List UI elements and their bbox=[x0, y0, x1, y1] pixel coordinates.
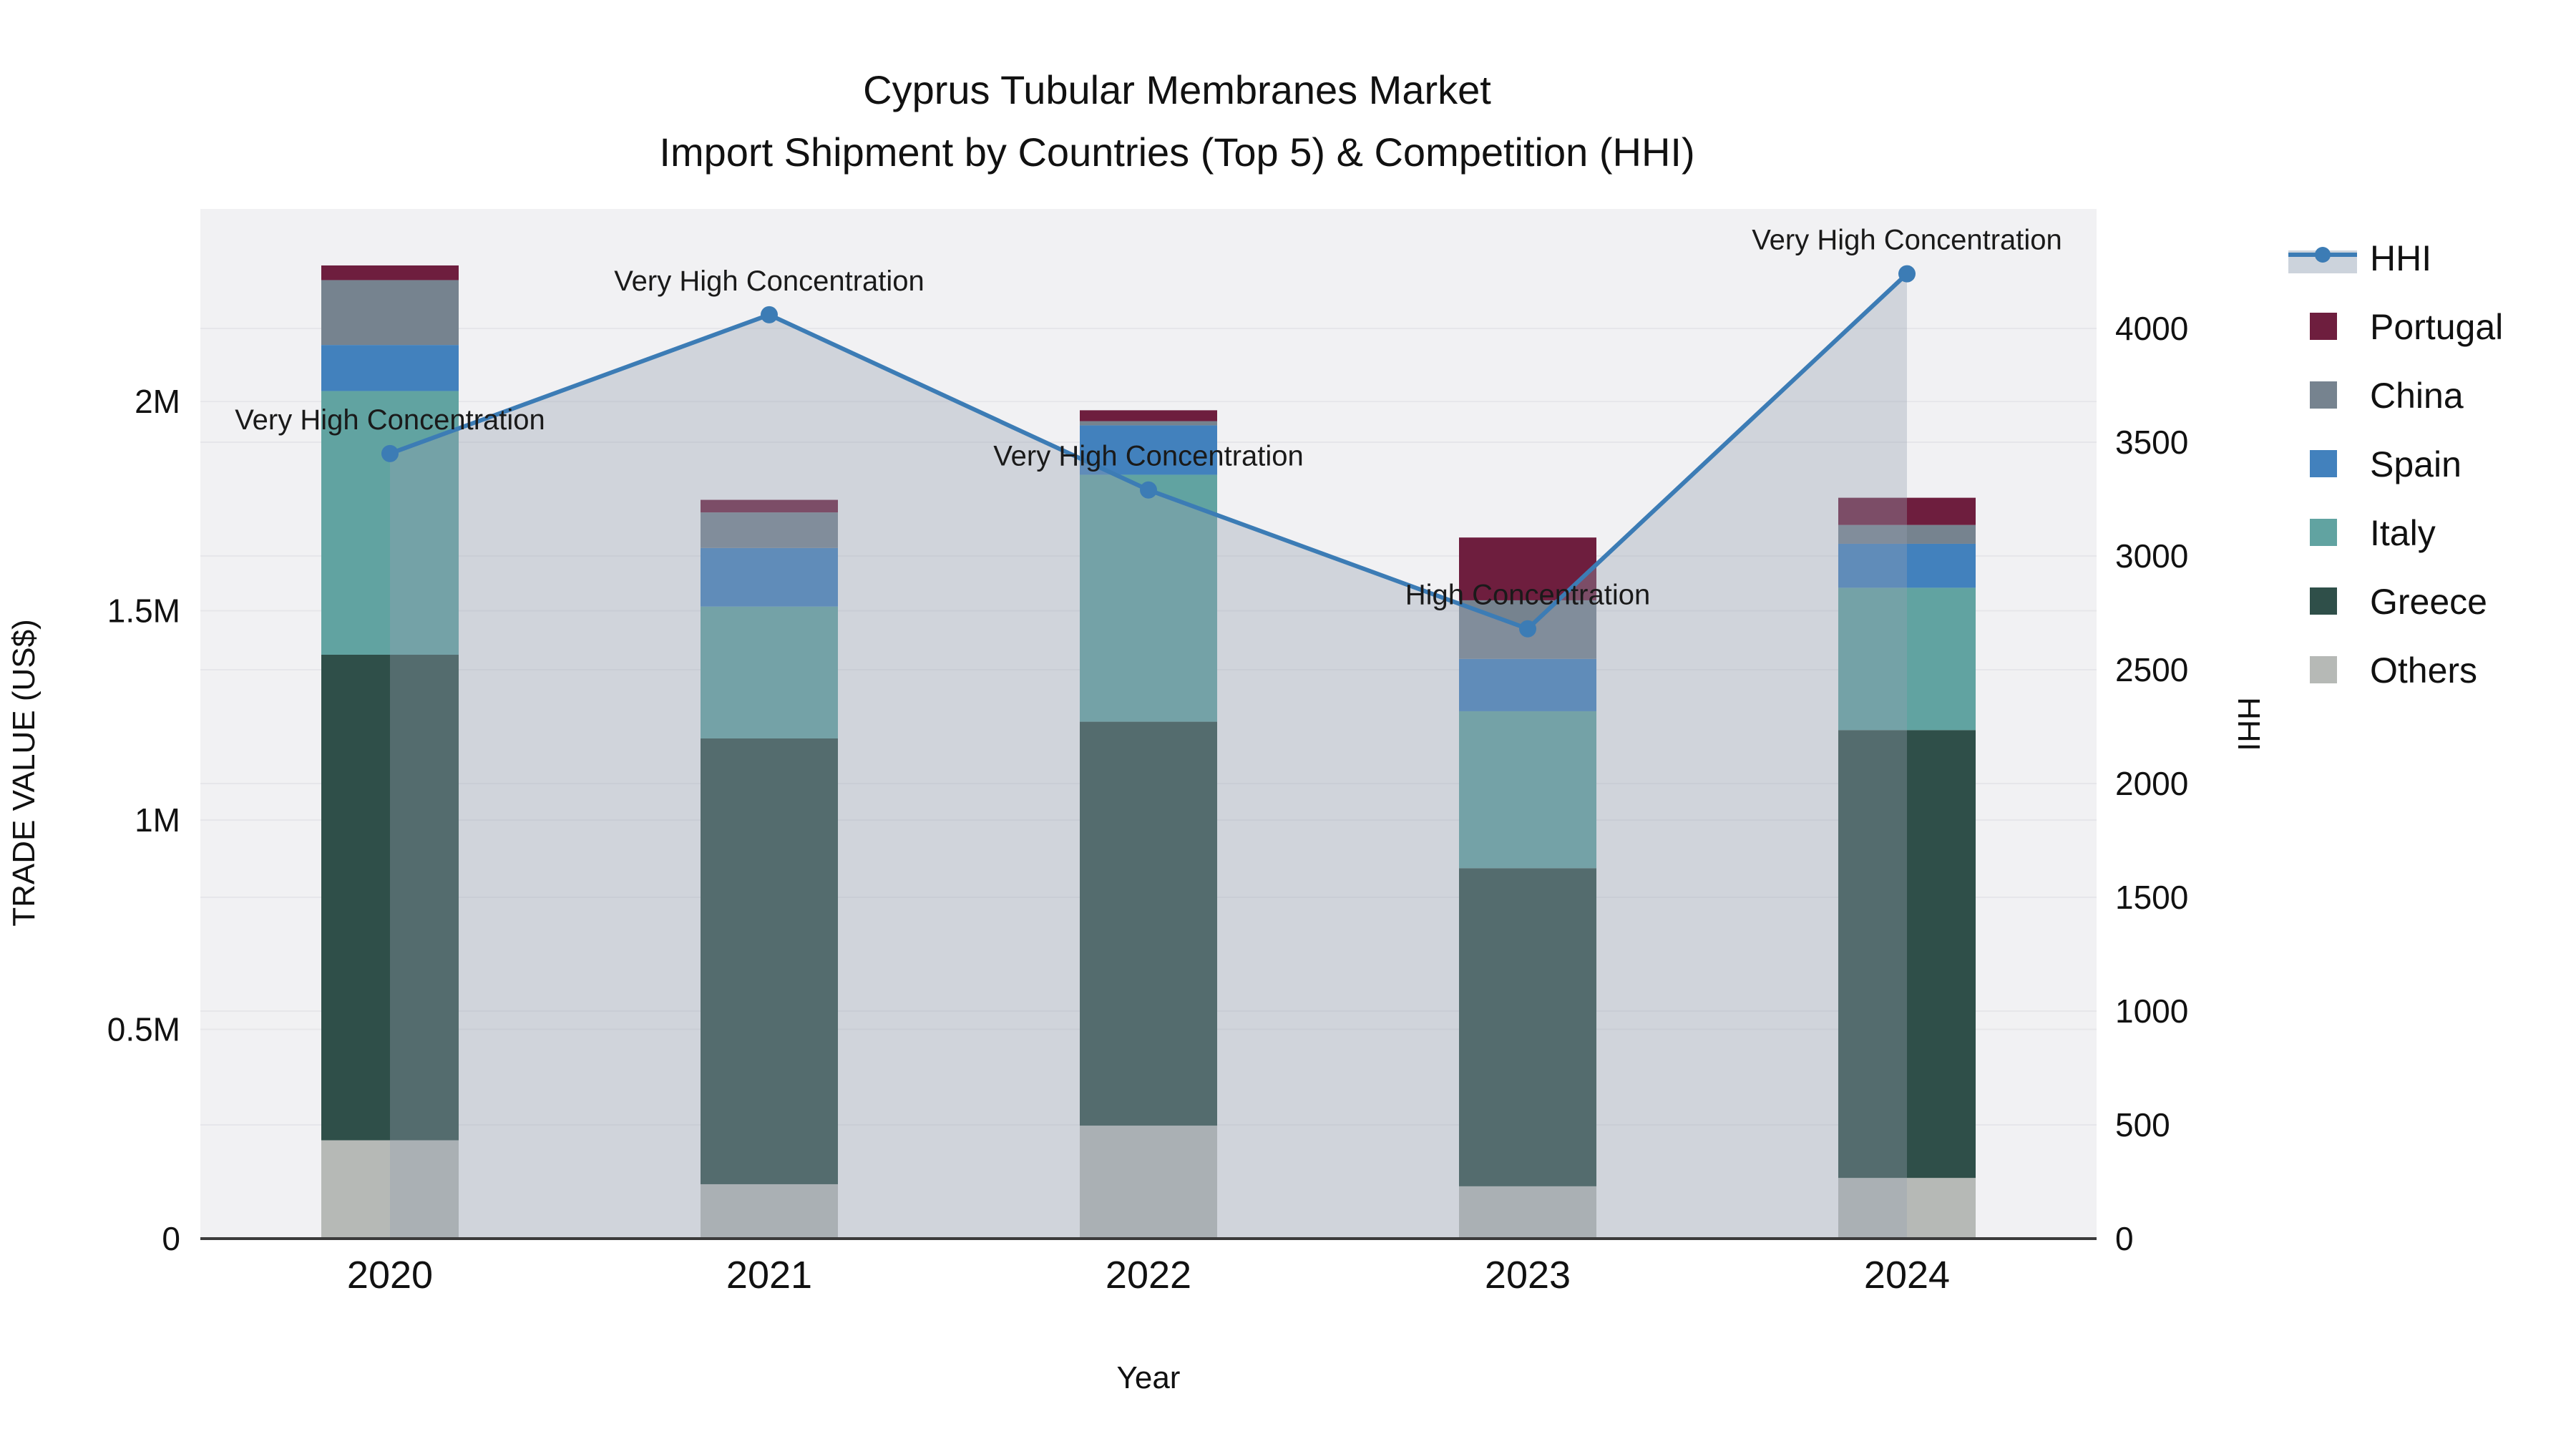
x-tick-2024: 2024 bbox=[1864, 1254, 1950, 1297]
annotation-2020: Very High Concentration bbox=[235, 404, 545, 436]
legend-swatch-greece bbox=[2310, 587, 2337, 615]
y-right-tick-2000: 2000 bbox=[2115, 765, 2188, 802]
y-left-tick-0.5M: 0.5M bbox=[107, 1011, 180, 1048]
legend-swatch-others bbox=[2310, 656, 2337, 683]
y-left-tick-0: 0 bbox=[162, 1220, 180, 1257]
bar-segment-china-2022[interactable] bbox=[1080, 421, 1217, 426]
annotation-2021: Very High Concentration bbox=[614, 265, 924, 297]
bar-segment-others-2021[interactable] bbox=[701, 1184, 838, 1239]
y-right-axis-title: HHI bbox=[2231, 697, 2266, 751]
bar-segment-others-2024[interactable] bbox=[1838, 1178, 1976, 1239]
legend-item-spain[interactable]: Spain bbox=[2310, 444, 2462, 484]
bar-segment-spain-2020[interactable] bbox=[321, 345, 459, 391]
legend-item-china[interactable]: China bbox=[2310, 376, 2464, 416]
bar-segment-others-2023[interactable] bbox=[1459, 1186, 1596, 1239]
annotation-2022: Very High Concentration bbox=[993, 441, 1304, 472]
bar-segment-portugal-2023[interactable] bbox=[1459, 537, 1596, 600]
bar-segment-spain-2024[interactable] bbox=[1838, 543, 1976, 588]
bar-segment-portugal-2021[interactable] bbox=[701, 499, 838, 513]
y-left-tick-2M: 2M bbox=[135, 383, 180, 420]
hhi-marker-2023[interactable] bbox=[1519, 620, 1536, 638]
y-right-tick-3500: 3500 bbox=[2115, 424, 2188, 461]
bar-segment-spain-2023[interactable] bbox=[1459, 658, 1596, 711]
legend-hhi-marker-sample bbox=[2315, 247, 2331, 263]
legend-label-others: Others bbox=[2370, 650, 2477, 691]
bar-segment-italy-2024[interactable] bbox=[1838, 587, 1976, 731]
bar-segment-greece-2023[interactable] bbox=[1459, 868, 1596, 1186]
bar-segment-portugal-2022[interactable] bbox=[1080, 410, 1217, 421]
hhi-marker-2021[interactable] bbox=[761, 306, 778, 323]
bar-segment-others-2022[interactable] bbox=[1080, 1126, 1217, 1239]
legend-label-greece: Greece bbox=[2370, 582, 2487, 622]
chart-title-line2: Import Shipment by Countries (Top 5) & C… bbox=[659, 130, 1694, 175]
bar-segment-italy-2023[interactable] bbox=[1459, 711, 1596, 869]
legend-label-spain: Spain bbox=[2370, 444, 2462, 484]
legend-swatch-china bbox=[2310, 381, 2337, 409]
legend-swatch-italy bbox=[2310, 519, 2337, 546]
bar-segment-china-2024[interactable] bbox=[1838, 525, 1976, 544]
y-left-tick-1.5M: 1.5M bbox=[107, 592, 180, 630]
bar-segment-spain-2021[interactable] bbox=[701, 547, 838, 607]
y-right-tick-2500: 2500 bbox=[2115, 651, 2188, 688]
bar-segment-greece-2020[interactable] bbox=[321, 654, 459, 1141]
legend-item-portugal[interactable]: Portugal bbox=[2310, 307, 2503, 347]
annotation-2024: Very High Concentration bbox=[1752, 225, 2062, 256]
y-left-tick-1M: 1M bbox=[135, 801, 180, 839]
bar-segment-china-2020[interactable] bbox=[321, 280, 459, 346]
y-right-tick-4000: 4000 bbox=[2115, 310, 2188, 347]
hhi-marker-2024[interactable] bbox=[1898, 265, 1916, 283]
x-axis-title: Year bbox=[1117, 1360, 1181, 1395]
legend-item-others[interactable]: Others bbox=[2310, 650, 2477, 691]
y-right-tick-500: 500 bbox=[2115, 1106, 2170, 1143]
legend-label-china: China bbox=[2370, 376, 2464, 416]
hhi-marker-2022[interactable] bbox=[1140, 481, 1157, 499]
bar-segment-china-2021[interactable] bbox=[701, 512, 838, 548]
legend-label-italy: Italy bbox=[2370, 513, 2436, 553]
bar-segment-italy-2022[interactable] bbox=[1080, 474, 1217, 722]
bar-segment-greece-2021[interactable] bbox=[701, 738, 838, 1184]
legend-item-italy[interactable]: Italy bbox=[2310, 513, 2436, 553]
hhi-area-fill bbox=[390, 273, 1907, 1239]
x-tick-2021: 2021 bbox=[726, 1254, 812, 1297]
legend-label-hhi: HHI bbox=[2370, 238, 2431, 278]
x-tick-2022: 2022 bbox=[1106, 1254, 1191, 1297]
bar-segment-greece-2024[interactable] bbox=[1838, 730, 1976, 1179]
bar-segment-italy-2021[interactable] bbox=[701, 606, 838, 738]
y-right-tick-1000: 1000 bbox=[2115, 992, 2188, 1030]
annotation-2023: High Concentration bbox=[1405, 580, 1650, 611]
hhi-marker-2020[interactable] bbox=[381, 444, 399, 462]
x-tick-2020: 2020 bbox=[347, 1254, 433, 1297]
legend-label-portugal: Portugal bbox=[2370, 307, 2503, 347]
bar-segment-others-2020[interactable] bbox=[321, 1140, 459, 1239]
bar-segment-greece-2022[interactable] bbox=[1080, 721, 1217, 1126]
bar-segment-portugal-2020[interactable] bbox=[321, 265, 459, 280]
legend-swatch-portugal bbox=[2310, 313, 2337, 340]
y-right-tick-3000: 3000 bbox=[2115, 537, 2188, 575]
chart-title-line1: Cyprus Tubular Membranes Market bbox=[863, 67, 1491, 112]
y-right-tick-0: 0 bbox=[2115, 1220, 2134, 1257]
y-left-axis-title: TRADE VALUE (US$) bbox=[6, 619, 42, 927]
x-tick-2023: 2023 bbox=[1485, 1254, 1571, 1297]
legend-item-hhi[interactable]: HHI bbox=[2288, 238, 2431, 278]
y-right-tick-1500: 1500 bbox=[2115, 879, 2188, 916]
bar-segment-portugal-2024[interactable] bbox=[1838, 497, 1976, 525]
legend-item-greece[interactable]: Greece bbox=[2310, 582, 2487, 622]
legend-swatch-spain bbox=[2310, 450, 2337, 477]
